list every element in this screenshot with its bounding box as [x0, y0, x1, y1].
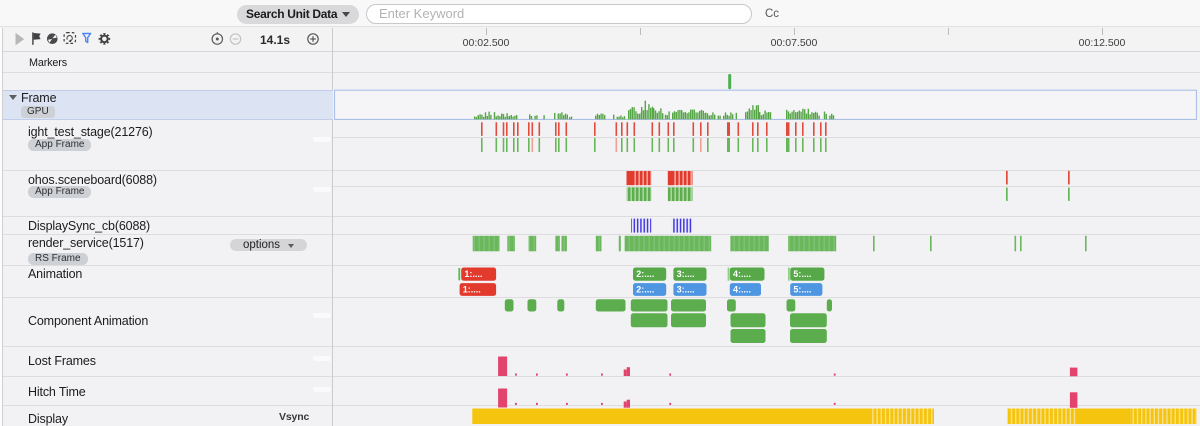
svg-text:5:....: 5:....	[793, 269, 811, 279]
svg-text:5:....: 5:....	[793, 284, 811, 294]
svg-text:1:....: 1:....	[463, 284, 481, 294]
svg-text:2:....: 2:....	[636, 284, 654, 294]
svg-text:4:....: 4:....	[733, 284, 751, 294]
svg-text:4:....: 4:....	[733, 269, 751, 279]
svg-text:3:....: 3:....	[677, 269, 695, 279]
svg-text:2:....: 2:....	[636, 269, 654, 279]
svg-text:1:....: 1:....	[464, 269, 482, 279]
svg-text:3:....: 3:....	[677, 284, 695, 294]
